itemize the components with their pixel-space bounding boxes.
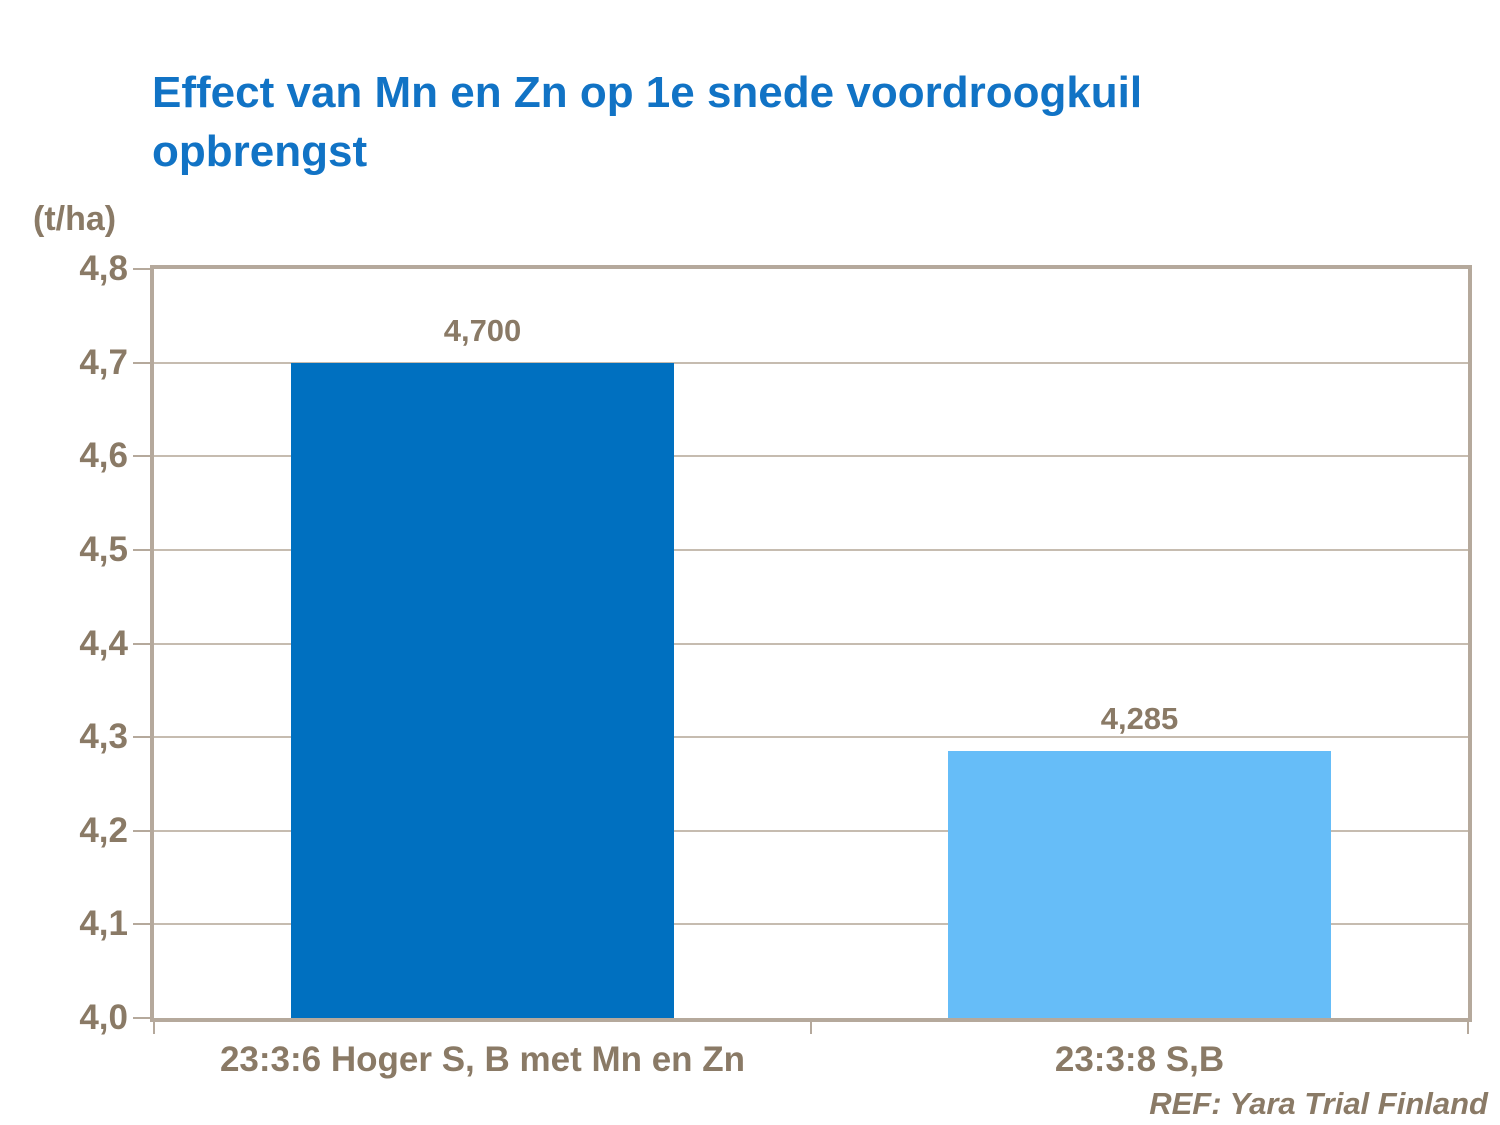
y-axis-unit-label: (t/ha): [33, 200, 117, 238]
bar-value-label: 4,285: [1100, 701, 1179, 737]
y-axis-tick: [133, 642, 150, 645]
gridline: [154, 923, 1468, 926]
gridline: [154, 829, 1468, 832]
x-axis-tick: [153, 1022, 155, 1034]
y-axis-tick-label: 4,1: [79, 904, 128, 944]
x-axis-tick: [810, 1022, 812, 1034]
y-axis-tick: [133, 268, 150, 270]
chart-title: Effect van Mn en Zn op 1e snede voordroo…: [152, 68, 1143, 176]
plot-area: 4,700 4,285: [133, 265, 1472, 1034]
y-axis-tick: [133, 548, 150, 551]
y-axis-tick-label: 4,3: [79, 717, 128, 757]
y-axis-tick-label: 4,8: [79, 249, 128, 288]
y-axis-tick-label: 4,7: [79, 342, 128, 382]
reference-note: REF: Yara Trial Finland: [1149, 1086, 1488, 1121]
y-axis-tick-label: 4,0: [79, 998, 128, 1037]
bar-2: [948, 751, 1331, 1018]
bar-1: [291, 362, 674, 1018]
y-axis-tick: [133, 1017, 150, 1019]
gridline: [154, 548, 1468, 551]
y-axis-tick-label: 4,2: [79, 810, 128, 850]
y-axis-tick: [133, 923, 150, 926]
y-axis-tick: [133, 736, 150, 739]
x-axis-category-label: 23:3:8 S,B: [1054, 1040, 1225, 1079]
y-axis-tick-label: 4,6: [79, 436, 128, 476]
bar-value-label: 4,700: [443, 312, 522, 348]
y-axis-tick: [133, 829, 150, 832]
gridline: [154, 736, 1468, 739]
gridline: [154, 642, 1468, 645]
y-axis-tick-label: 4,4: [79, 623, 128, 663]
y-axis-tick: [133, 361, 150, 364]
y-axis-tick: [133, 455, 150, 458]
gridline: [154, 455, 1468, 458]
gridline: [154, 361, 1468, 364]
y-axis-tick-label: 4,5: [79, 529, 128, 569]
x-axis-tick: [1467, 1022, 1469, 1034]
x-axis-category-label: 23:3:6 Hoger S, B met Mn en Zn: [219, 1040, 746, 1079]
